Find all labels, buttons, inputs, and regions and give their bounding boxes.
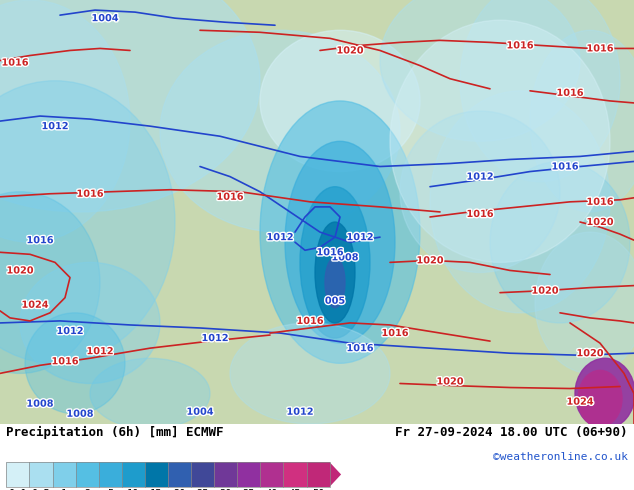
Text: 1012: 1012	[266, 232, 294, 242]
Text: 1012: 1012	[56, 326, 84, 336]
Ellipse shape	[430, 91, 610, 313]
Ellipse shape	[230, 323, 390, 424]
Text: 005: 005	[325, 296, 345, 306]
Text: 1016: 1016	[216, 192, 243, 202]
Text: 1012: 1012	[347, 232, 373, 242]
Text: 1020: 1020	[6, 266, 34, 275]
Ellipse shape	[285, 141, 395, 343]
Ellipse shape	[0, 192, 100, 373]
Ellipse shape	[530, 30, 634, 212]
Text: 1016: 1016	[27, 235, 53, 245]
Bar	[214, 462, 237, 487]
Text: 1016: 1016	[507, 40, 533, 50]
Bar	[6, 462, 330, 487]
Text: 1008: 1008	[67, 409, 94, 419]
Bar	[75, 462, 99, 487]
Ellipse shape	[260, 101, 420, 363]
Bar	[6, 462, 29, 487]
Text: 1024: 1024	[22, 300, 48, 310]
Bar	[307, 462, 330, 487]
Text: 1008: 1008	[332, 252, 359, 262]
Ellipse shape	[575, 358, 634, 429]
Ellipse shape	[325, 257, 345, 308]
Text: Precipitation (6h) [mm] ECMWF: Precipitation (6h) [mm] ECMWF	[6, 426, 224, 439]
Text: 1024: 1024	[567, 396, 593, 407]
Bar	[53, 462, 75, 487]
Bar	[122, 462, 145, 487]
Text: 1016: 1016	[586, 197, 614, 207]
Ellipse shape	[0, 81, 175, 363]
Bar	[283, 462, 307, 487]
Ellipse shape	[535, 232, 634, 373]
Text: ©weatheronline.co.uk: ©weatheronline.co.uk	[493, 452, 628, 462]
Text: 1020: 1020	[337, 46, 363, 55]
Text: 1016: 1016	[297, 316, 323, 326]
Ellipse shape	[20, 262, 160, 384]
Text: 1020: 1020	[576, 348, 604, 358]
Text: Fr 27-09-2024 18.00 UTC (06+90): Fr 27-09-2024 18.00 UTC (06+90)	[395, 426, 628, 439]
Text: 1016: 1016	[51, 356, 79, 367]
Bar	[99, 462, 122, 487]
Bar	[168, 462, 191, 487]
Text: 1016: 1016	[586, 44, 614, 53]
Text: 1012: 1012	[86, 346, 113, 356]
Text: 1016: 1016	[552, 162, 578, 172]
Bar	[145, 462, 168, 487]
Text: 1016: 1016	[1, 57, 29, 68]
Text: 1016: 1016	[77, 189, 103, 199]
Bar	[29, 462, 53, 487]
Bar	[191, 462, 214, 487]
Ellipse shape	[25, 313, 125, 414]
Ellipse shape	[300, 187, 370, 338]
Text: 1016: 1016	[316, 247, 344, 257]
Text: 1016: 1016	[557, 88, 583, 98]
Ellipse shape	[400, 111, 560, 272]
Polygon shape	[330, 462, 341, 487]
Ellipse shape	[0, 0, 130, 242]
Text: 1016: 1016	[467, 209, 493, 219]
Bar	[237, 462, 261, 487]
Ellipse shape	[160, 30, 400, 232]
Text: 1016: 1016	[347, 343, 373, 353]
Text: 1020: 1020	[586, 217, 614, 227]
Text: 1012: 1012	[41, 121, 68, 131]
Text: 1016: 1016	[382, 328, 408, 338]
Ellipse shape	[260, 30, 420, 171]
Ellipse shape	[460, 0, 620, 182]
Ellipse shape	[490, 162, 630, 323]
Ellipse shape	[90, 358, 210, 429]
Text: 1020: 1020	[436, 376, 463, 387]
Text: 1012: 1012	[467, 172, 493, 182]
Text: 1012: 1012	[202, 333, 228, 343]
Text: 1020: 1020	[417, 255, 444, 266]
Text: 1008: 1008	[27, 399, 53, 409]
Text: 1020: 1020	[531, 286, 559, 295]
Ellipse shape	[390, 20, 610, 262]
Ellipse shape	[0, 0, 260, 212]
Bar	[261, 462, 283, 487]
Ellipse shape	[315, 222, 355, 323]
Text: 1004: 1004	[186, 407, 214, 416]
Text: 1012: 1012	[287, 407, 313, 416]
Ellipse shape	[380, 0, 580, 141]
Ellipse shape	[578, 370, 622, 427]
Text: 1004: 1004	[91, 13, 119, 23]
